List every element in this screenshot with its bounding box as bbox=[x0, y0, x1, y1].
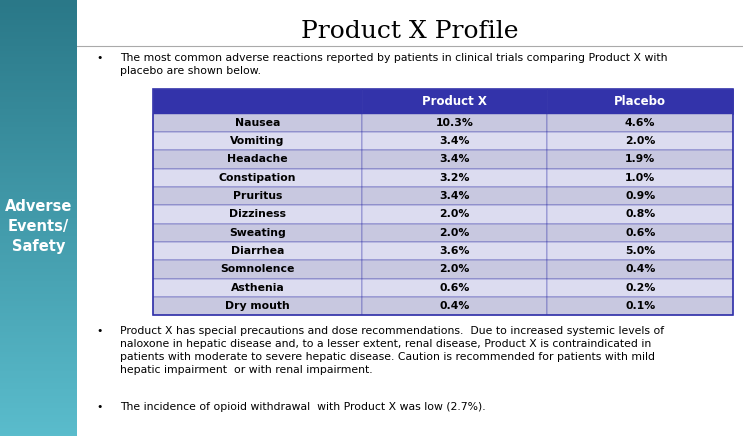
Bar bbox=[362, 132, 548, 150]
Bar bbox=[548, 297, 733, 315]
Text: Placebo: Placebo bbox=[614, 95, 666, 108]
Text: 2.0%: 2.0% bbox=[625, 136, 655, 146]
Bar bbox=[362, 279, 548, 297]
Text: 0.9%: 0.9% bbox=[625, 191, 655, 201]
Text: Diarrhea: Diarrhea bbox=[231, 246, 285, 256]
Text: 0.4%: 0.4% bbox=[440, 301, 470, 311]
Bar bbox=[362, 150, 548, 169]
Text: 0.6%: 0.6% bbox=[440, 283, 470, 293]
Text: 2.0%: 2.0% bbox=[440, 228, 470, 238]
Bar bbox=[548, 150, 733, 169]
Bar bbox=[362, 187, 548, 205]
Bar bbox=[548, 279, 733, 297]
Bar bbox=[362, 205, 548, 224]
Bar bbox=[548, 89, 733, 113]
Text: Vomiting: Vomiting bbox=[230, 136, 285, 146]
Text: Nausea: Nausea bbox=[235, 118, 280, 128]
Text: 3.4%: 3.4% bbox=[439, 136, 470, 146]
Bar bbox=[548, 169, 733, 187]
Bar bbox=[362, 113, 548, 132]
Text: Dry mouth: Dry mouth bbox=[225, 301, 290, 311]
Bar bbox=[153, 224, 362, 242]
Bar bbox=[548, 132, 733, 150]
Bar bbox=[153, 187, 362, 205]
Text: 4.6%: 4.6% bbox=[625, 118, 655, 128]
Text: 3.6%: 3.6% bbox=[439, 246, 470, 256]
Text: 0.2%: 0.2% bbox=[625, 283, 655, 293]
Text: Headache: Headache bbox=[227, 154, 288, 164]
Text: 1.9%: 1.9% bbox=[625, 154, 655, 164]
Text: Product X Profile: Product X Profile bbox=[301, 20, 519, 43]
Bar bbox=[362, 224, 548, 242]
Text: 10.3%: 10.3% bbox=[435, 118, 473, 128]
Text: 3.4%: 3.4% bbox=[439, 154, 470, 164]
Text: Pruritus: Pruritus bbox=[233, 191, 282, 201]
Bar bbox=[362, 169, 548, 187]
Bar bbox=[153, 279, 362, 297]
Bar bbox=[548, 205, 733, 224]
Bar bbox=[548, 242, 733, 260]
Bar bbox=[153, 89, 362, 113]
Bar bbox=[153, 260, 362, 279]
Text: Product X has special precautions and dose recommendations.  Due to increased sy: Product X has special precautions and do… bbox=[120, 326, 664, 375]
Text: 3.2%: 3.2% bbox=[439, 173, 470, 183]
Bar bbox=[362, 89, 548, 113]
Text: 2.0%: 2.0% bbox=[440, 209, 470, 219]
Bar bbox=[548, 224, 733, 242]
Bar bbox=[153, 89, 733, 315]
Bar bbox=[153, 205, 362, 224]
Text: 3.4%: 3.4% bbox=[439, 191, 470, 201]
Text: 5.0%: 5.0% bbox=[625, 246, 655, 256]
Text: •: • bbox=[97, 402, 103, 412]
Bar bbox=[153, 169, 362, 187]
Text: Somnolence: Somnolence bbox=[221, 264, 295, 274]
Text: 0.4%: 0.4% bbox=[625, 264, 655, 274]
Text: •: • bbox=[97, 326, 103, 336]
Text: Adverse
Events/
Safety: Adverse Events/ Safety bbox=[4, 199, 72, 254]
Text: Asthenia: Asthenia bbox=[230, 283, 285, 293]
Bar bbox=[362, 260, 548, 279]
Bar bbox=[548, 187, 733, 205]
Text: 0.1%: 0.1% bbox=[625, 301, 655, 311]
Bar bbox=[153, 113, 362, 132]
Text: Constipation: Constipation bbox=[218, 173, 296, 183]
Text: The incidence of opioid withdrawal  with Product X was low (2.7%).: The incidence of opioid withdrawal with … bbox=[120, 402, 485, 412]
Bar bbox=[153, 242, 362, 260]
Text: 2.0%: 2.0% bbox=[440, 264, 470, 274]
Bar bbox=[362, 297, 548, 315]
Text: •: • bbox=[97, 53, 103, 63]
Text: Sweating: Sweating bbox=[229, 228, 286, 238]
Bar bbox=[362, 242, 548, 260]
Text: 1.0%: 1.0% bbox=[625, 173, 655, 183]
Bar bbox=[548, 113, 733, 132]
Bar bbox=[153, 132, 362, 150]
Text: 0.8%: 0.8% bbox=[625, 209, 655, 219]
Text: Product X: Product X bbox=[422, 95, 487, 108]
Bar bbox=[548, 260, 733, 279]
Text: 0.6%: 0.6% bbox=[625, 228, 655, 238]
Bar bbox=[153, 150, 362, 169]
Bar bbox=[153, 297, 362, 315]
Text: Dizziness: Dizziness bbox=[229, 209, 286, 219]
Text: The most common adverse reactions reported by patients in clinical trials compar: The most common adverse reactions report… bbox=[120, 53, 667, 76]
